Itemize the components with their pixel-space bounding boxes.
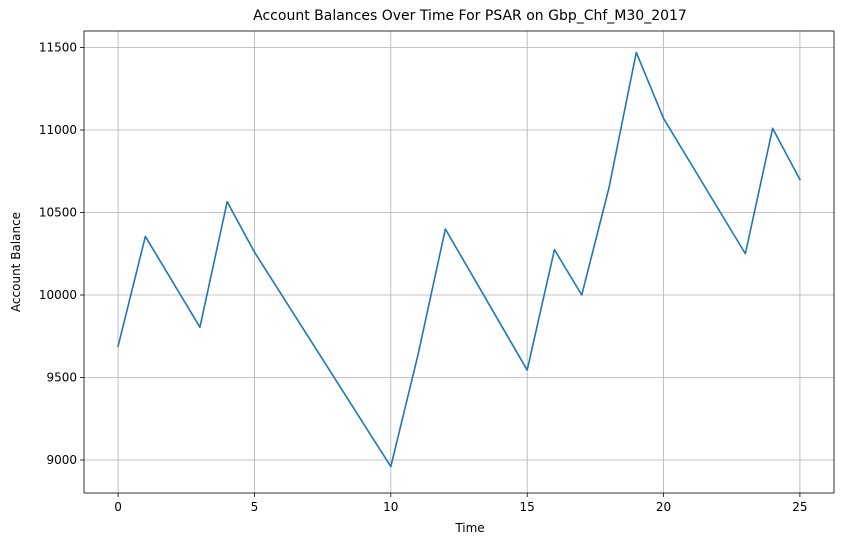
- ticks: 0 5 10 15 20 25 9000 9500 10000 10500 11000 11500: [39, 41, 808, 515]
- x-tick-label: 20: [656, 500, 671, 514]
- grid: [84, 31, 834, 493]
- x-tick-label: 10: [383, 500, 398, 514]
- series-layer: [117, 51, 801, 468]
- x-tick-label: 5: [251, 500, 259, 514]
- y-tick-label: 9000: [46, 453, 77, 467]
- y-tick-label: 9500: [46, 371, 77, 385]
- plot-frame: [83, 30, 835, 494]
- y-tick-label: 10000: [39, 288, 77, 302]
- x-tick-label: 0: [114, 500, 122, 514]
- x-tick-label: 15: [520, 500, 535, 514]
- series-line-0: [117, 51, 801, 468]
- x-axis-label: Time: [454, 521, 484, 535]
- chart-title: Account Balances Over Time For PSAR on G…: [253, 8, 687, 24]
- x-tick-label: 25: [792, 500, 807, 514]
- y-tick-label: 11500: [39, 41, 77, 55]
- y-axis-label: Account Balance: [9, 212, 23, 312]
- y-tick-label: 10500: [39, 206, 77, 220]
- y-tick-label: 11000: [39, 123, 77, 137]
